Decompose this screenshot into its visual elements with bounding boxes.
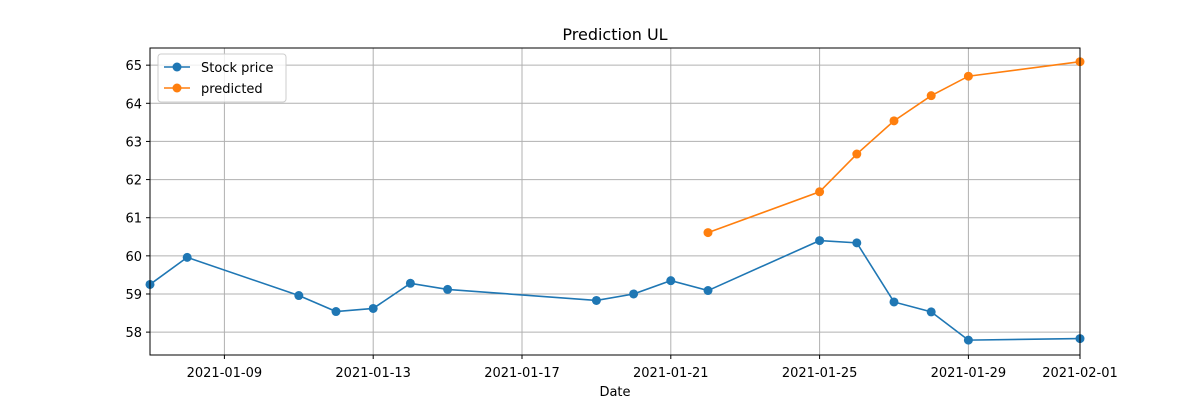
x-tick-label: 2021-01-09 [187,366,263,381]
y-tick-label: 61 [125,212,142,227]
x-tick-label: 2021-01-29 [931,366,1007,381]
x-tick-label: 2021-01-13 [335,366,411,381]
data-point-stock-price [331,307,341,317]
series-layer [145,57,1085,345]
plot-frame [149,47,1081,356]
data-point-stock-price [815,236,825,246]
x-tick-label: 2021-02-01 [1042,366,1118,381]
x-tick-label: 2021-01-21 [633,366,709,381]
data-point-stock-price [666,276,676,286]
data-point-predicted [889,116,899,126]
legend-box [157,53,287,103]
legend-label-stock-price: Stock price [201,61,273,76]
legend-label-predicted: predicted [201,82,263,97]
series-line-predicted [707,60,1081,234]
data-point-predicted [703,228,713,238]
data-point-predicted [926,91,936,101]
data-point-stock-price [182,252,192,262]
data-point-stock-price [889,297,899,307]
data-point-stock-price [591,295,601,305]
chart-title: Prediction UL [562,25,667,44]
y-tick-label: 63 [125,135,142,150]
y-tick-label: 58 [125,326,142,341]
y-tick-label: 62 [125,174,142,189]
data-point-stock-price [368,303,378,313]
data-point-stock-price [405,278,415,288]
data-point-predicted [963,71,973,81]
x-tick-label: 2021-01-25 [782,366,858,381]
data-point-stock-price [926,307,936,317]
data-point-stock-price [294,291,304,301]
data-point-stock-price [443,284,453,294]
data-point-stock-price [629,289,639,299]
legend: Stock price predicted [157,53,287,103]
x-axis-label: Date [599,385,630,400]
data-point-predicted [852,149,862,159]
data-point-stock-price [703,286,713,296]
x-tick-label: 2021-01-17 [484,366,560,381]
y-tick-label: 65 [125,59,142,74]
data-point-predicted [815,187,825,197]
y-tick-label: 64 [125,97,142,112]
legend-marker-predicted [172,83,182,93]
legend-marker-stock-price [172,62,182,72]
grid [150,48,1081,355]
ticks: 2021-01-09 2021-01-13 2021-01-17 2021-01-21… [125,59,1117,381]
y-tick-label: 60 [125,250,142,265]
data-point-stock-price [963,335,973,345]
data-point-stock-price [852,238,862,248]
y-tick-label: 59 [125,288,142,303]
